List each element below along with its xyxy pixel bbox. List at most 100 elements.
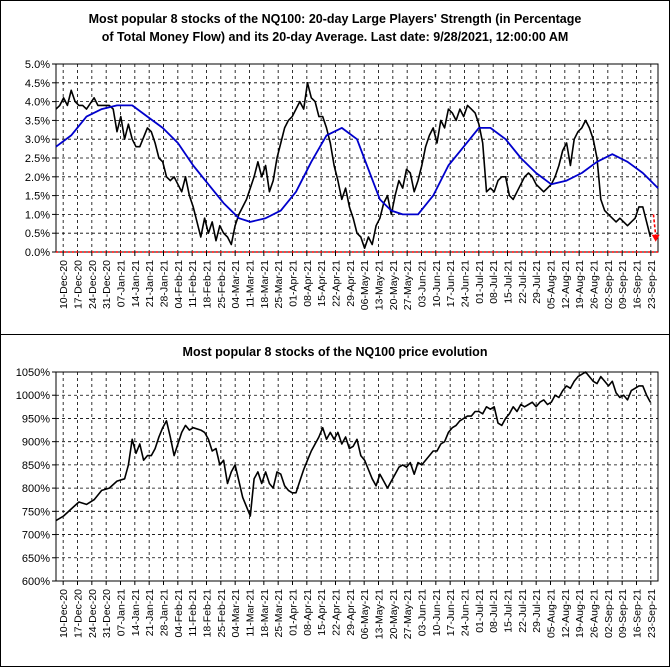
strength-x-tick-label: 18-Mar-21 [259, 260, 271, 309]
strength-down-arrow-head [651, 234, 660, 242]
strength-x-tick-label: 24-Dec-20 [87, 260, 99, 309]
strength-x-tick-label: 12-Aug-21 [560, 260, 572, 309]
strength-y-tick-label: 2.5% [25, 153, 50, 165]
strength-x-tick-label: 09-Sep-21 [617, 260, 629, 309]
strength-chart: Most popular 8 stocks of the NQ100: 20-d… [25, 12, 660, 310]
price-y-tick-label: 1050% [16, 367, 50, 379]
strength-y-tick-label: 1.5% [25, 191, 50, 203]
price-x-tick-label: 21-Jan-21 [144, 589, 156, 636]
strength-average-line [55, 104, 659, 223]
price-x-tick-label: 12-Aug-21 [560, 589, 572, 638]
strength-y-tick-label: 4.0% [25, 97, 50, 109]
price-x-tick-label: 22-Jul-21 [517, 589, 529, 633]
strength-x-tick-label: 25-Mar-21 [273, 260, 285, 309]
price-x-tick-label: 16-Sep-21 [632, 589, 644, 638]
strength-y-tick-label: 3.5% [25, 115, 50, 127]
price-x-tick-label: 02-Sep-21 [603, 589, 615, 638]
price-x-tick-label: 10-Dec-20 [58, 589, 70, 638]
strength-x-tick-label: 02-Sep-21 [603, 260, 615, 309]
strength-y-tick-label: 0.0% [25, 247, 50, 259]
strength-x-tick-label: 07-Jan-21 [116, 260, 128, 307]
strength-x-tick-label: 16-Sep-21 [632, 260, 644, 309]
strength-y-tick-label: 5.0% [25, 59, 50, 71]
price-x-tick-label: 14-Jan-21 [130, 589, 142, 636]
strength-x-tick-label: 10-Jun-21 [431, 260, 443, 307]
price-y-tick-label: 750% [22, 506, 50, 518]
strength-x-tick-label: 25-Feb-21 [216, 260, 228, 309]
price-plot-area [55, 371, 659, 582]
price-x-tick-label: 13-May-21 [374, 589, 386, 639]
strength-x-tick-label: 08-Apr-21 [302, 260, 314, 307]
price-x-tick-label: 05-Aug-21 [546, 589, 558, 638]
strength-x-tick-label: 01-Jul-21 [474, 260, 486, 304]
price-x-tick-label: 28-Jan-21 [159, 589, 171, 636]
strength-x-tick-label: 29-Apr-21 [345, 260, 357, 307]
price-x-tick-label: 10-Jun-21 [431, 589, 443, 636]
price-x-tick-label: 24-Jun-21 [460, 589, 472, 636]
strength-x-tick-label: 21-Jan-21 [144, 260, 156, 307]
price-x-tick-label: 01-Jul-21 [474, 589, 486, 633]
price-x-tick-label: 06-May-21 [359, 589, 371, 639]
strength-y-tick-label: 1.0% [25, 209, 50, 221]
price-x-tick-label: 25-Mar-21 [273, 589, 285, 638]
strength-x-tick-label: 31-Dec-20 [101, 260, 113, 309]
price-x-tick-label: 03-Jun-21 [417, 589, 429, 636]
price-x-tick-label: 04-Feb-21 [173, 589, 185, 638]
strength-x-tick-label: 22-Jul-21 [517, 260, 529, 304]
strength-x-tick-label: 27-May-21 [402, 260, 414, 310]
price-x-tick-label: 24-Dec-20 [87, 589, 99, 638]
price-x-tick-label: 08-Jul-21 [488, 589, 500, 633]
price-y-tick-label: 650% [22, 553, 50, 565]
strength-y-tick-label: 0.5% [25, 228, 50, 240]
strength-x-tick-label: 20-May-21 [388, 260, 400, 310]
strength-x-tick-label: 15-Jul-21 [503, 260, 515, 304]
price-x-tick-label: 20-May-21 [388, 589, 400, 639]
strength-y-tick-label: 2.0% [25, 172, 50, 184]
strength-x-tick-label: 18-Feb-21 [202, 260, 214, 309]
price-x-tick-label: 18-Mar-21 [259, 589, 271, 638]
price-x-tick-label: 11-Mar-21 [245, 589, 257, 637]
strength-x-tick-label: 10-Dec-20 [58, 260, 70, 309]
price-y-tick-label: 600% [22, 576, 50, 588]
price-x-tick-label: 19-Aug-21 [574, 589, 586, 638]
price-x-tick-label: 23-Sep-21 [646, 589, 658, 638]
strength-x-tick-label: 11-Mar-21 [245, 260, 257, 308]
strength-x-tick-label: 26-Aug-21 [589, 260, 601, 309]
strength-x-tick-label: 15-Apr-21 [316, 260, 328, 307]
price-x-tick-label: 15-Jul-21 [503, 589, 515, 633]
price-x-tick-label: 27-May-21 [402, 589, 414, 639]
strength-x-tick-label: 14-Jan-21 [130, 260, 142, 307]
strength-x-tick-label: 03-Jun-21 [417, 260, 429, 307]
price-chart: Most popular 8 stocks of the NQ100 price… [16, 345, 659, 639]
price-x-tick-label: 26-Aug-21 [589, 589, 601, 638]
price-x-tick-label: 17-Dec-20 [73, 589, 85, 638]
price-y-tick-label: 800% [22, 483, 50, 495]
price-x-tick-label: 04-Mar-21 [230, 589, 242, 638]
strength-x-tick-label: 17-Dec-20 [73, 260, 85, 309]
price-x-tick-label: 01-Apr-21 [288, 589, 300, 636]
price-x-tick-label: 29-Jul-21 [531, 589, 543, 633]
price-x-tick-label: 09-Sep-21 [617, 589, 629, 638]
price-x-tick-label: 17-Jun-21 [445, 589, 457, 636]
strength-chart-title-line-2: of Total Money Flow) and its 20-day Aver… [102, 30, 569, 44]
strength-chart-title-line-1: Most popular 8 stocks of the NQ100: 20-d… [89, 12, 582, 26]
price-x-tick-label: 08-Apr-21 [302, 589, 314, 636]
price-y-tick-label: 700% [22, 530, 50, 542]
price-y-tick-label: 1000% [16, 390, 50, 402]
strength-y-tick-label: 3.0% [25, 134, 50, 146]
price-x-tick-label: 31-Dec-20 [101, 589, 113, 638]
price-x-tick-label: 15-Apr-21 [316, 589, 328, 636]
strength-down-arrow-shaft [652, 214, 657, 236]
price-series-line [55, 371, 652, 522]
price-y-tick-label: 950% [22, 413, 50, 425]
price-x-tick-label: 22-Apr-21 [331, 589, 343, 636]
strength-x-tick-label: 04-Mar-21 [230, 260, 242, 309]
strength-x-tick-label: 06-May-21 [359, 260, 371, 310]
strength-x-tick-label: 28-Jan-21 [159, 260, 171, 307]
strength-y-tick-label: 4.5% [25, 78, 50, 90]
strength-x-tick-label: 08-Jul-21 [488, 260, 500, 304]
strength-x-tick-label: 22-Apr-21 [331, 260, 343, 307]
strength-x-tick-label: 11-Feb-21 [187, 260, 199, 308]
